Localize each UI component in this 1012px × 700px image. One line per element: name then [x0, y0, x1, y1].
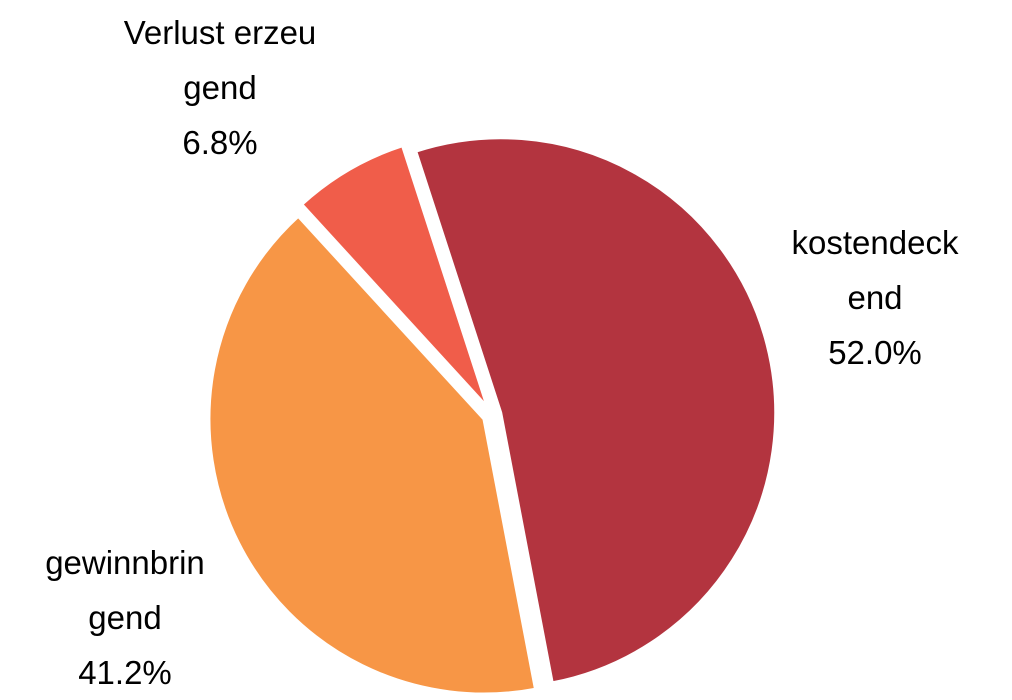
category-label: kostendeckend	[791, 224, 959, 316]
pie-slice	[413, 136, 778, 685]
value-label: 52.0%	[828, 334, 922, 371]
pie-slice	[207, 214, 538, 696]
value-label: 6.8%	[182, 124, 258, 161]
slice-label: gewinnbringend 41.2%	[41, 535, 209, 700]
category-label: Verlust erzeugend	[123, 14, 317, 106]
value-label: 41.2%	[78, 654, 172, 691]
slice-label: Verlust erzeugend 6.8%	[120, 5, 320, 170]
pie-slice	[299, 143, 489, 409]
category-label: gewinnbringend	[45, 544, 205, 636]
slice-label: kostendeckend 52.0%	[788, 215, 963, 380]
